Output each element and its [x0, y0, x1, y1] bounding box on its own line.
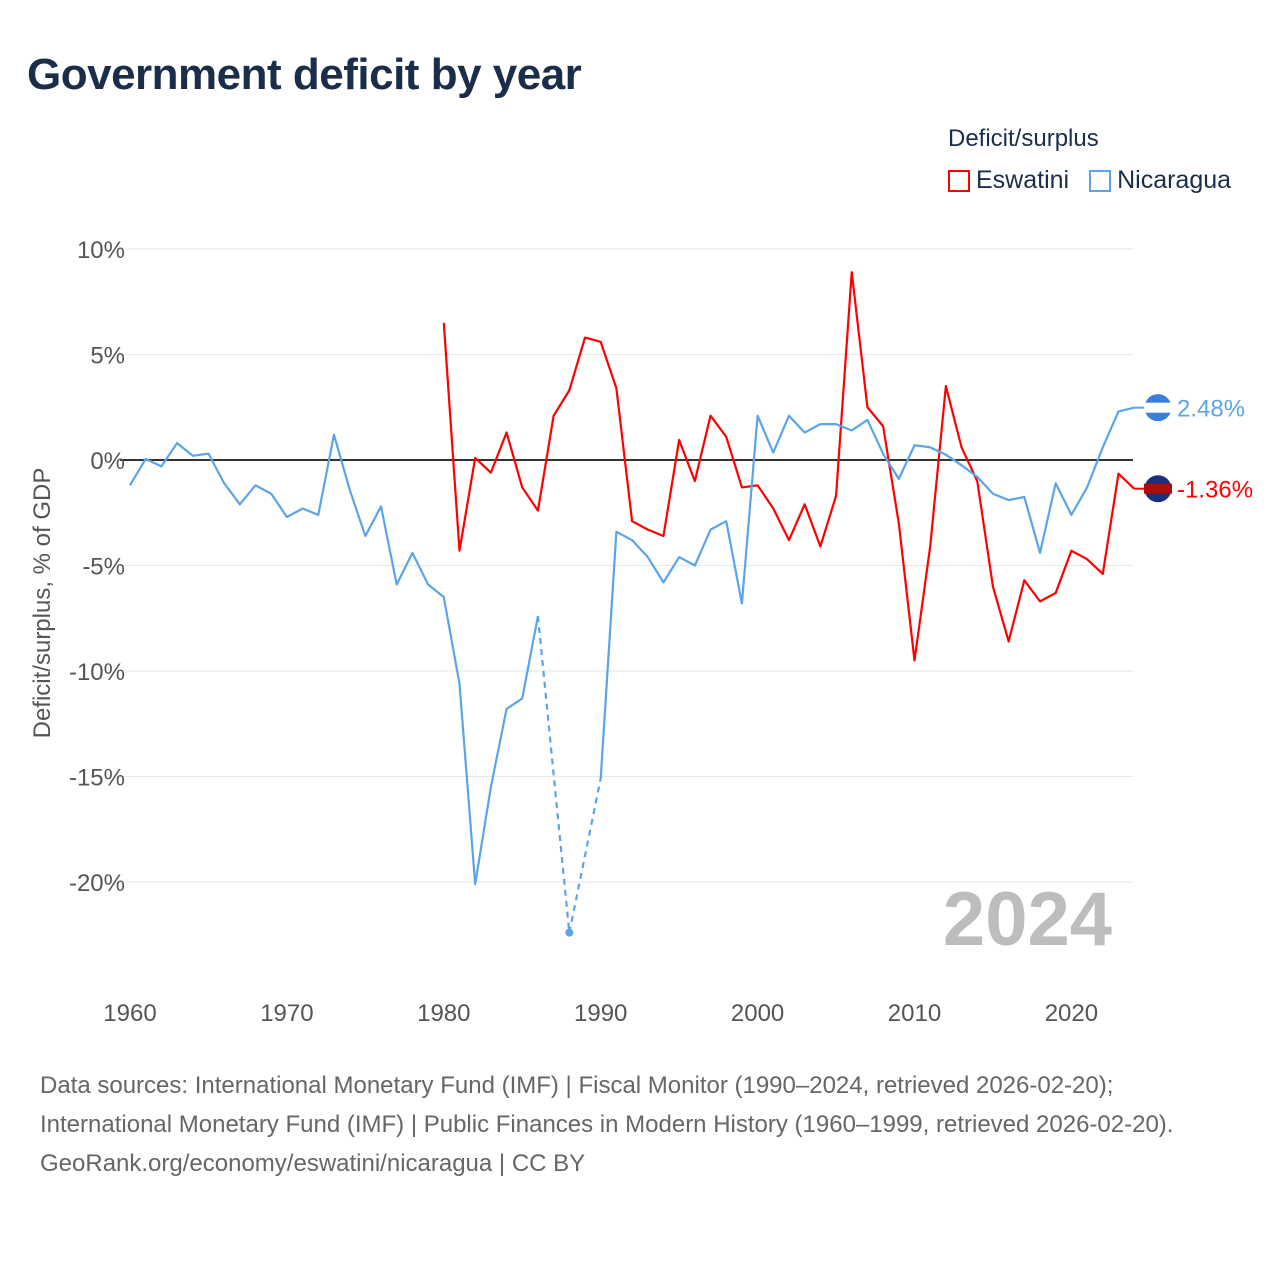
legend-title: Deficit/surplus — [948, 125, 1099, 152]
footer: Data sources: International Monetary Fun… — [40, 1066, 1240, 1183]
year-watermark: 2024 — [943, 877, 1112, 962]
y-tick-label: -20% — [69, 870, 125, 897]
legend-swatch — [948, 169, 970, 192]
x-tick-label: 1960 — [103, 1000, 156, 1027]
end-label-eswatini: -1.36% — [1177, 477, 1253, 504]
end-label-nicaragua: 2.48% — [1177, 396, 1245, 423]
y-tick-label: 10% — [77, 237, 125, 264]
y-tick-label: 5% — [90, 343, 125, 370]
gap-line-nicaragua — [536, 616, 571, 933]
x-tick-label: 1980 — [417, 1000, 470, 1027]
y-tick-label: -5% — [82, 554, 125, 581]
x-tick-label: 1970 — [260, 1000, 313, 1027]
legend-item-eswatini[interactable]: Eswatini — [948, 166, 1069, 195]
series-line-nicaragua — [129, 433, 540, 886]
series-line-nicaragua — [599, 406, 1135, 779]
y-tick-label: -10% — [69, 659, 125, 686]
x-tick-label: 2000 — [731, 1000, 784, 1027]
legend-swatch — [1089, 169, 1112, 192]
credit-link[interactable]: GeoRank.org/economy/eswatini/nicaragua |… — [40, 1150, 586, 1177]
y-tick-label: -15% — [69, 765, 125, 792]
legend: Eswatini Nicaragua — [948, 166, 1231, 195]
data-sources: Data sources: International Monetary Fun… — [40, 1072, 1174, 1138]
legend-label: Eswatini — [976, 166, 1070, 194]
chart-title: Government deficit by year — [27, 50, 582, 99]
legend-label: Nicaragua — [1117, 166, 1232, 194]
x-tick-label: 2020 — [1045, 1000, 1098, 1027]
x-tick-label: 2010 — [888, 1000, 941, 1027]
flag-band — [1144, 402, 1172, 413]
series-line-eswatini — [442, 271, 1135, 662]
flag-band — [1144, 483, 1172, 494]
legend-item-nicaragua[interactable]: Nicaragua — [1089, 166, 1231, 195]
gap-line-nicaragua — [568, 778, 602, 933]
y-tick-label: 0% — [90, 448, 125, 475]
x-tick-label: 1990 — [574, 1000, 627, 1027]
y-axis-label: Deficit/surplus, % of GDP — [29, 468, 56, 739]
